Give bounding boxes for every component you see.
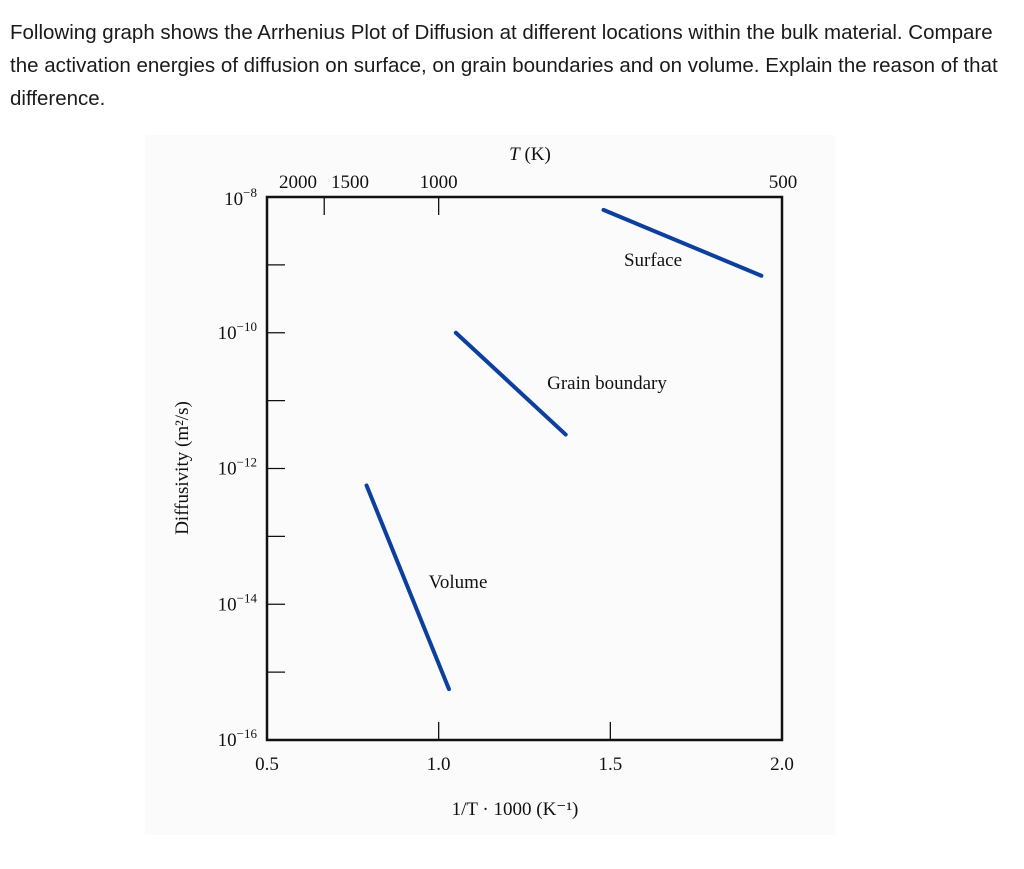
top-tick-label: 1000 [420,172,458,193]
y-tick-label: 10−12 [218,455,257,480]
series-label-volume: Volume [429,572,488,593]
top-tick-label: 500 [769,172,798,193]
y-tick-label: 10−16 [218,726,258,751]
y-axis-label: Diffusivity (m²/s) [172,401,193,535]
series-line-volume [364,483,451,692]
series-label-surface: Surface [624,250,682,271]
top-tick-label: 2000 [279,172,317,193]
x-tick-label: 0.5 [255,754,279,775]
y-tick-label: 10−14 [218,590,258,615]
chart-panel [145,135,835,835]
x-tick-label: 1.0 [427,754,451,775]
top-tick-label: 1500 [331,172,369,193]
plot-frame [265,195,784,742]
question-text: Following graph shows the Arrhenius Plot… [10,21,998,110]
y-tick-label: 10−10 [218,319,257,344]
y-tick-label: 10−8 [224,185,257,210]
x-tick-label: 2.0 [770,754,794,775]
x-axis-label: 1/T · 1000 (K⁻¹) [452,799,579,820]
series-line-grain-boundary [453,330,568,437]
series-label-grain-boundary: Grain boundary [547,373,667,394]
x-tick-label: 1.5 [598,754,622,775]
top-axis-label: T (K) [509,144,551,165]
series-line-surface [601,207,764,278]
